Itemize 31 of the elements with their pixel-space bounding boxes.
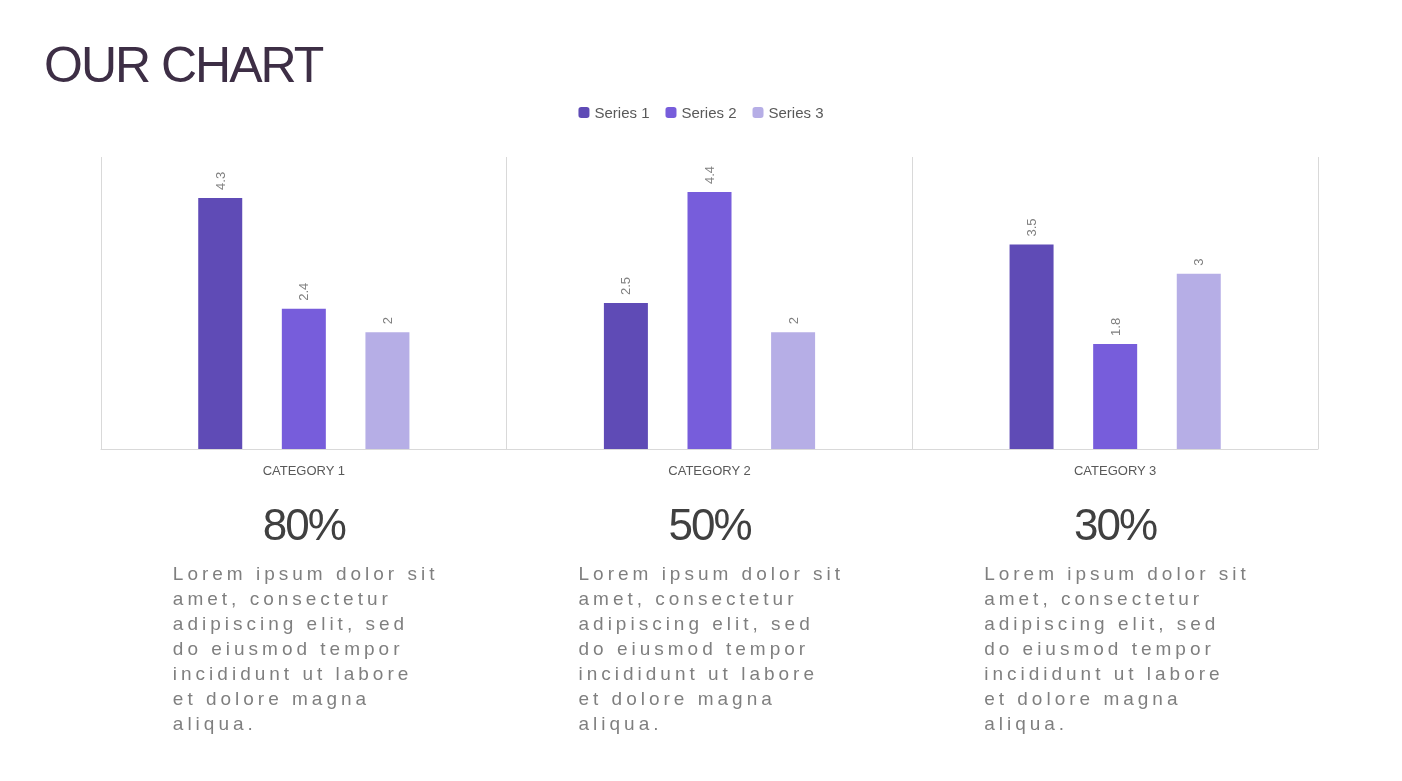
text: Lorem ipsum dolor sit amet, consectetur adipiscing elit, sed do eiusmod tempor incididunt ut labore et dolore magna aliqua. (984, 562, 1251, 736)
bar (603, 303, 648, 449)
bar (365, 332, 410, 449)
data-label: 2.5 (618, 276, 634, 295)
bar (1093, 343, 1138, 449)
legend-label: Series 1 (594, 104, 650, 121)
bar (771, 332, 816, 449)
bar (198, 197, 243, 449)
x-tick-label: CATEGORY 2 (668, 463, 751, 478)
legend-label: Series 3 (768, 104, 824, 121)
data-label: 1.8 (1107, 317, 1123, 336)
data-label: 2 (379, 316, 395, 325)
legend-label: Series 2 (681, 104, 737, 121)
bar (281, 308, 326, 449)
data-label: 3 (1191, 258, 1207, 266)
text: Lorem ipsum dolor sit amet, consectetur adipiscing elit, sed do eiusmod tempor incididunt ut labore et dolore magna aliqua. (578, 562, 846, 736)
bar (1009, 244, 1054, 449)
x-tick-label: CATEGORY 1 (262, 463, 346, 478)
chart-title: OUR CHART (44, 36, 323, 94)
data-label: 4.3 (212, 171, 228, 190)
text: 80% (262, 500, 345, 550)
text: 30% (1074, 500, 1157, 550)
data-label: 2 (785, 316, 801, 325)
data-label: 2.4 (296, 282, 312, 301)
text: 50% (668, 500, 751, 550)
data-label: 4.4 (702, 165, 717, 185)
text: Lorem ipsum dolor sit amet, consectetur adipiscing elit, sed do eiusmod tempor incididunt ut labore et dolore magna aliqua. (172, 562, 440, 736)
data-label: 3.5 (1024, 218, 1040, 237)
bar (1176, 273, 1221, 449)
x-tick-label: CATEGORY 3 (1073, 463, 1157, 478)
bar (687, 192, 732, 449)
